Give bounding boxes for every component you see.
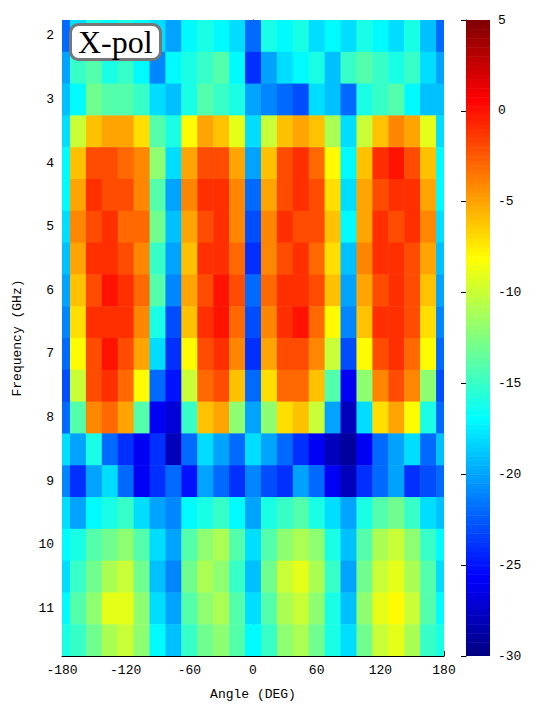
svg-text:120: 120	[369, 663, 392, 678]
svg-text:-10: -10	[498, 285, 521, 300]
svg-text:3: 3	[46, 92, 54, 107]
svg-text:-20: -20	[498, 467, 521, 482]
svg-text:-25: -25	[498, 558, 521, 573]
svg-text:180: 180	[432, 663, 455, 678]
svg-text:Frequency (GHz): Frequency (GHz)	[10, 279, 25, 396]
svg-text:Angle (DEG): Angle (DEG)	[210, 687, 296, 702]
svg-text:7: 7	[46, 346, 54, 361]
svg-text:8: 8	[46, 410, 54, 425]
svg-text:-30: -30	[498, 649, 521, 664]
svg-text:0: 0	[498, 103, 506, 118]
svg-text:-5: -5	[498, 194, 514, 209]
svg-text:-15: -15	[498, 376, 521, 391]
svg-text:5: 5	[46, 219, 54, 234]
svg-text:5: 5	[498, 13, 506, 28]
svg-text:-60: -60	[178, 663, 201, 678]
svg-text:X-pol: X-pol	[78, 24, 153, 60]
svg-text:-180: -180	[46, 663, 77, 678]
svg-text:60: 60	[309, 663, 325, 678]
svg-text:0: 0	[249, 663, 257, 678]
svg-text:2: 2	[46, 28, 54, 43]
svg-text:6: 6	[46, 283, 54, 298]
svg-text:9: 9	[46, 474, 54, 489]
svg-text:-120: -120	[110, 663, 141, 678]
svg-text:11: 11	[38, 601, 54, 616]
svg-text:10: 10	[38, 537, 54, 552]
svg-text:4: 4	[46, 156, 54, 171]
